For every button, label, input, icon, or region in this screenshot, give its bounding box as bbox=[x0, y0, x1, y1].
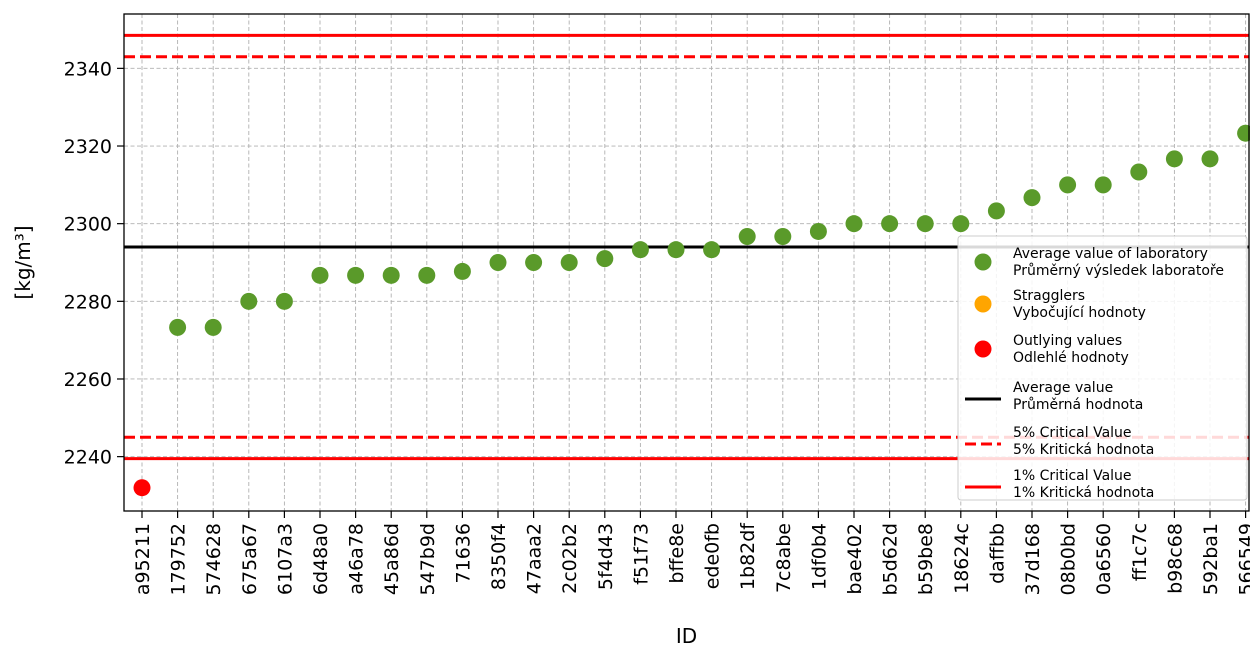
data-point bbox=[596, 250, 613, 267]
x-tick-label: 179752 bbox=[168, 523, 190, 596]
data-point bbox=[134, 479, 151, 496]
y-tick-label: 2320 bbox=[64, 136, 112, 158]
data-point bbox=[525, 254, 542, 271]
legend-label: 1% Critical Value bbox=[1013, 468, 1132, 484]
x-tick-label: b5d62d bbox=[880, 523, 902, 595]
legend-label: 5% Kritická hodnota bbox=[1013, 442, 1154, 458]
x-tick-label: 6d48a0 bbox=[310, 523, 332, 595]
data-point bbox=[632, 241, 649, 258]
legend-marker bbox=[975, 254, 992, 271]
legend-label: Average value of laboratory bbox=[1013, 246, 1208, 262]
data-point bbox=[418, 267, 435, 284]
data-point bbox=[810, 223, 827, 240]
x-tick-label: ff1c7c bbox=[1129, 523, 1151, 581]
x-tick-label: 547b9d bbox=[417, 523, 439, 595]
data-point bbox=[1237, 125, 1250, 142]
x-tick-label: 2c02b2 bbox=[559, 523, 581, 594]
legend-label: Vybočující hodnoty bbox=[1013, 305, 1146, 321]
legend-label: Average value bbox=[1013, 380, 1113, 396]
data-point bbox=[276, 293, 293, 310]
legend-label: Outlying values bbox=[1013, 333, 1122, 349]
data-point bbox=[774, 228, 791, 245]
x-tick-label: 566549 bbox=[1236, 523, 1250, 596]
data-point bbox=[561, 254, 578, 271]
x-tick-label: 675a67 bbox=[239, 523, 261, 595]
data-point bbox=[240, 293, 257, 310]
data-point bbox=[1130, 164, 1147, 181]
data-point bbox=[881, 215, 898, 232]
data-point bbox=[347, 267, 364, 284]
data-point bbox=[205, 319, 222, 336]
x-tick-label: bffe8e bbox=[666, 523, 688, 584]
data-point bbox=[1202, 150, 1219, 167]
data-point bbox=[490, 254, 507, 271]
x-tick-label: b98c68 bbox=[1164, 523, 1186, 594]
data-point bbox=[952, 215, 969, 232]
y-tick-label: 2260 bbox=[64, 369, 112, 391]
legend-marker bbox=[975, 341, 992, 358]
y-tick-label: 2300 bbox=[64, 214, 112, 236]
y-axis: 2240 2260 2280 2300 2320 2340 bbox=[64, 58, 124, 468]
data-point bbox=[739, 228, 756, 245]
x-tick-label: 37d168 bbox=[1022, 523, 1044, 596]
x-tick-label: b59be8 bbox=[915, 523, 937, 595]
x-tick-label: 7c8abe bbox=[773, 523, 795, 593]
data-point bbox=[668, 241, 685, 258]
data-point bbox=[312, 267, 329, 284]
legend-marker bbox=[975, 296, 992, 313]
data-point bbox=[383, 267, 400, 284]
x-tick-label: 71636 bbox=[452, 523, 474, 583]
x-axis: a95211 179752 574628 675a67 6107a3 6d48a0 a46a… bbox=[132, 511, 1250, 596]
x-tick-label: f51f73 bbox=[630, 523, 652, 585]
y-tick-label: 2280 bbox=[64, 291, 112, 313]
x-tick-label: 1b82df bbox=[737, 522, 759, 590]
data-point bbox=[988, 202, 1005, 219]
data-point bbox=[703, 241, 720, 258]
x-tick-label: a46a78 bbox=[346, 523, 368, 595]
data-point bbox=[1059, 176, 1076, 193]
legend-label: Stragglers bbox=[1013, 288, 1085, 304]
data-point bbox=[1095, 176, 1112, 193]
legend-label: Odlehlé hodnoty bbox=[1013, 350, 1129, 366]
x-tick-label: 0a6560 bbox=[1093, 523, 1115, 595]
x-tick-label: 6107a3 bbox=[274, 523, 296, 595]
legend-label: 1% Kritická hodnota bbox=[1013, 485, 1154, 501]
x-tick-label: 592ba1 bbox=[1200, 523, 1222, 595]
x-tick-label: daffbb bbox=[986, 523, 1008, 584]
y-tick-label: 2340 bbox=[64, 58, 112, 80]
data-point bbox=[1024, 189, 1041, 206]
x-tick-label: 47aaa2 bbox=[524, 523, 546, 594]
x-tick-label: 08b0bd bbox=[1058, 523, 1080, 595]
x-tick-label: 1df0b4 bbox=[808, 523, 830, 590]
data-point bbox=[1166, 150, 1183, 167]
x-tick-label: 18624c bbox=[951, 523, 973, 594]
x-tick-label: bae402 bbox=[844, 523, 866, 595]
data-point bbox=[169, 319, 186, 336]
legend-label: Průměrná hodnota bbox=[1013, 397, 1143, 413]
x-tick-label: 45a86d bbox=[381, 523, 403, 595]
legend-label: Průměrný výsledek laboratoře bbox=[1013, 263, 1224, 279]
x-tick-label: 574628 bbox=[203, 523, 225, 596]
y-axis-label: [kg/m³] bbox=[11, 225, 35, 299]
x-tick-label: 8350f4 bbox=[488, 523, 510, 590]
data-point bbox=[454, 263, 471, 280]
x-tick-label: a95211 bbox=[132, 523, 154, 595]
x-tick-label: ede0fb bbox=[702, 523, 724, 589]
y-tick-label: 2240 bbox=[64, 447, 112, 469]
x-axis-label: ID bbox=[676, 624, 697, 648]
data-point bbox=[917, 215, 934, 232]
data-point bbox=[846, 215, 863, 232]
legend-label: 5% Critical Value bbox=[1013, 425, 1132, 441]
x-tick-label: 5f4d43 bbox=[595, 523, 617, 590]
